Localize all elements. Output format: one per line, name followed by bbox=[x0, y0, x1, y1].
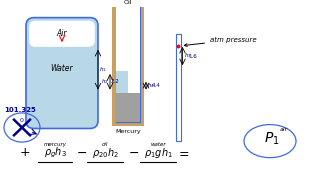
Text: mercury: mercury bbox=[44, 142, 67, 147]
Bar bbox=[116, 71, 128, 93]
Text: Water: Water bbox=[51, 64, 73, 73]
Text: water: water bbox=[150, 142, 166, 147]
Text: +: + bbox=[20, 146, 30, 159]
Bar bbox=[116, 7, 140, 122]
Text: Oil: Oil bbox=[124, 0, 132, 5]
Text: $\rho_g h_3$: $\rho_g h_3$ bbox=[44, 146, 66, 161]
FancyBboxPatch shape bbox=[26, 18, 98, 129]
Text: 2.2: 2.2 bbox=[111, 79, 120, 84]
Text: $h_3$: $h_3$ bbox=[183, 52, 191, 60]
Text: oil: oil bbox=[102, 142, 108, 147]
Text: air: air bbox=[280, 127, 288, 132]
Bar bbox=[175, 34, 180, 141]
Text: $-$: $-$ bbox=[76, 146, 88, 159]
Bar bbox=[112, 7, 116, 122]
Bar bbox=[112, 7, 116, 71]
Bar bbox=[112, 110, 144, 126]
Text: Air: Air bbox=[57, 29, 67, 38]
Text: $h_4$: $h_4$ bbox=[147, 81, 155, 90]
Text: 4.4: 4.4 bbox=[152, 83, 161, 88]
Text: 1.6: 1.6 bbox=[188, 53, 197, 59]
Text: $-$: $-$ bbox=[128, 146, 140, 159]
Bar bbox=[116, 93, 140, 122]
Text: $\rho_{20} h_2$: $\rho_{20} h_2$ bbox=[92, 146, 118, 160]
Bar bbox=[140, 7, 144, 122]
Text: $h_2$: $h_2$ bbox=[101, 77, 109, 86]
Text: atm pressure: atm pressure bbox=[184, 37, 257, 46]
FancyBboxPatch shape bbox=[29, 21, 95, 47]
Text: $\rho_1 g h_1$: $\rho_1 g h_1$ bbox=[144, 146, 172, 160]
Text: 101.325: 101.325 bbox=[4, 107, 36, 113]
Text: $=$: $=$ bbox=[176, 146, 190, 159]
Text: $h_1$: $h_1$ bbox=[99, 65, 107, 74]
Text: 0: 0 bbox=[20, 118, 24, 123]
Text: $P_1$: $P_1$ bbox=[264, 131, 280, 147]
Text: Mercury: Mercury bbox=[115, 129, 141, 134]
